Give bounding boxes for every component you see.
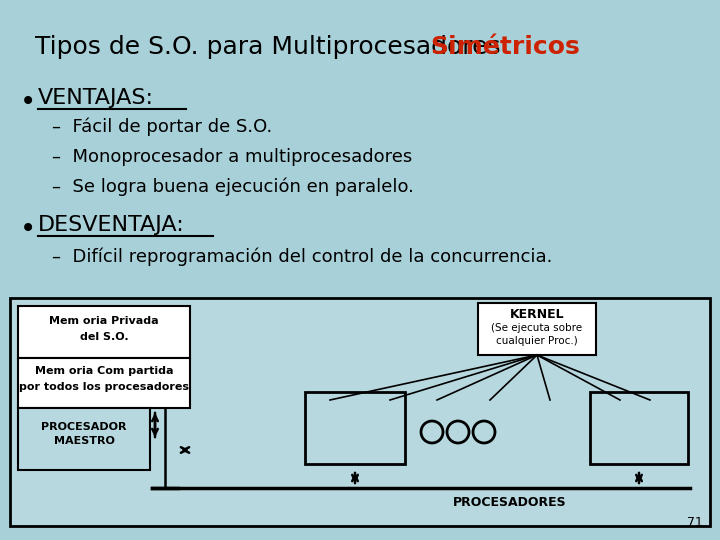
Text: –  Fácil de portar de S.O.: – Fácil de portar de S.O. xyxy=(52,118,272,137)
Text: 71: 71 xyxy=(687,516,703,529)
Bar xyxy=(305,392,405,464)
Text: por todos los procesadores: por todos los procesadores xyxy=(19,382,189,392)
Text: del S.O.: del S.O. xyxy=(80,332,128,342)
Bar xyxy=(590,392,688,464)
Text: KERNEL: KERNEL xyxy=(510,308,564,321)
Text: –  Difícil reprogramación del control de la concurrencia.: – Difícil reprogramación del control de … xyxy=(52,248,552,267)
Text: cualquier Proc.): cualquier Proc.) xyxy=(496,336,578,346)
Text: VENTAJAS:: VENTAJAS: xyxy=(38,88,154,108)
Text: Tipos de S.O. para Multiprocesadores: Tipos de S.O. para Multiprocesadores xyxy=(35,35,508,59)
Bar xyxy=(18,358,190,408)
Bar xyxy=(478,303,596,355)
Bar xyxy=(18,408,150,470)
Text: DESVENTAJA:: DESVENTAJA: xyxy=(38,215,185,235)
Text: (Se ejecuta sobre: (Se ejecuta sobre xyxy=(492,323,582,333)
Text: •: • xyxy=(20,215,36,243)
Text: Mem oria Com partida: Mem oria Com partida xyxy=(35,366,174,376)
Text: MAESTRO: MAESTRO xyxy=(53,436,114,446)
Text: Simétricos: Simétricos xyxy=(430,35,580,59)
Text: Mem oria Privada: Mem oria Privada xyxy=(49,316,159,326)
Text: PROCESADOR: PROCESADOR xyxy=(41,422,127,432)
Text: •: • xyxy=(20,88,36,116)
Bar xyxy=(18,306,190,358)
Text: –  Monoprocesador a multiprocesadores: – Monoprocesador a multiprocesadores xyxy=(52,148,413,166)
Bar xyxy=(10,298,710,526)
Text: –  Se logra buena ejecución en paralelo.: – Se logra buena ejecución en paralelo. xyxy=(52,178,414,197)
Text: PROCESADORES: PROCESADORES xyxy=(453,496,567,509)
